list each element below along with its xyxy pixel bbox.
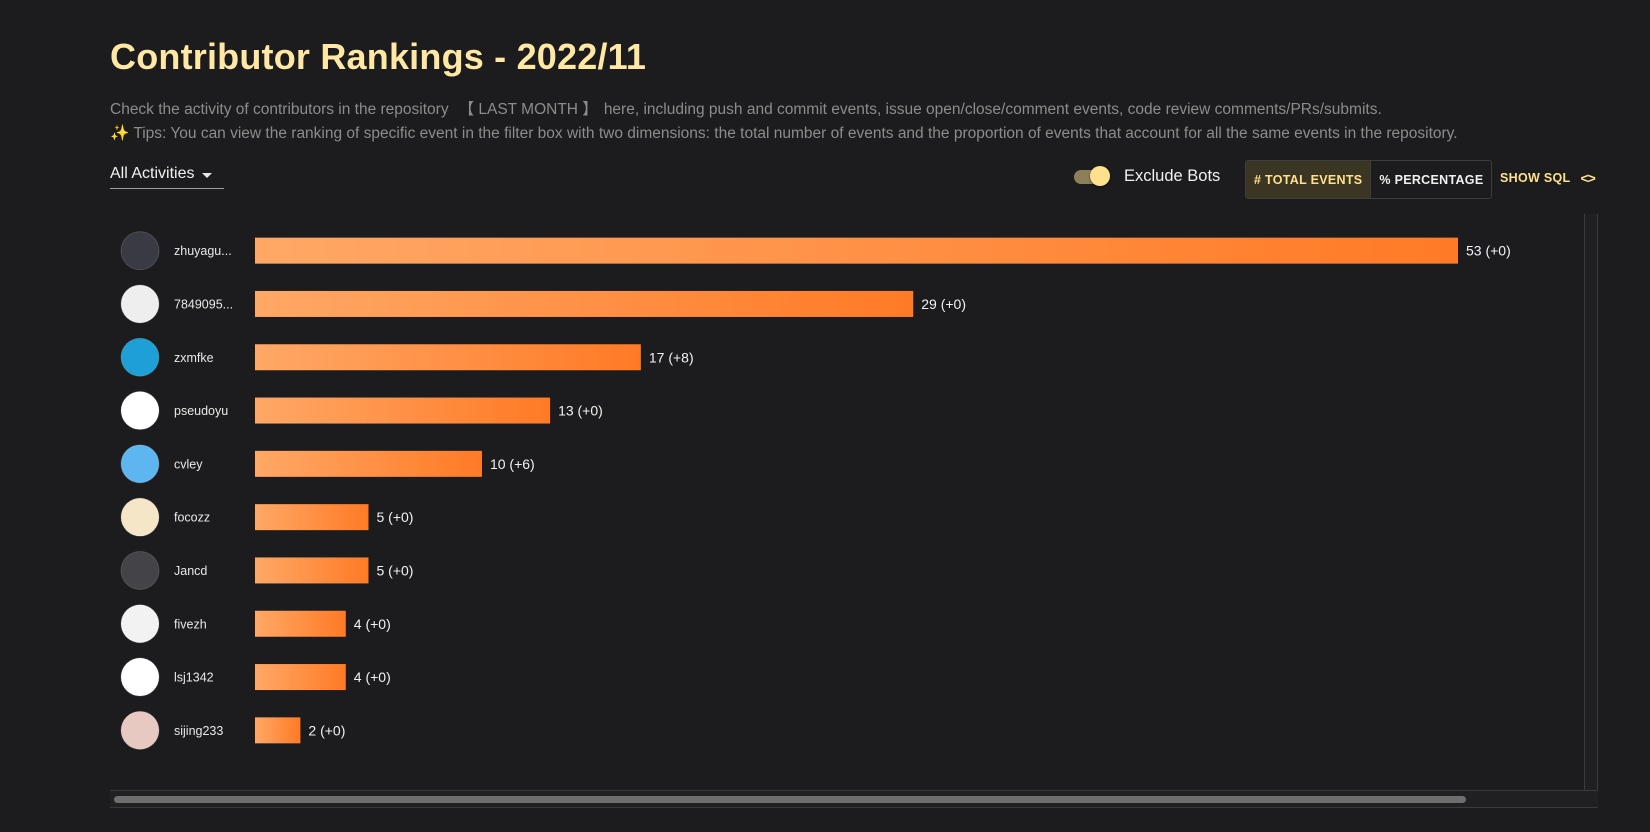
contributor-name[interactable]: cvley: [174, 457, 203, 471]
avatar[interactable]: [121, 551, 159, 590]
chart-row: sijing233 2 (+0): [120, 710, 345, 750]
exclude-bots-toggle[interactable]: [1072, 166, 1110, 186]
chart-row: lsj1342 4 (+0): [120, 657, 391, 697]
bar: [255, 504, 369, 531]
total-events-button[interactable]: # TOTAL EVENTS: [1246, 161, 1371, 198]
description-before: Check the activity of contributors in th…: [110, 101, 449, 118]
avatar[interactable]: [121, 604, 159, 643]
contributor-name[interactable]: sijing233: [174, 724, 223, 738]
vertical-scrollbar[interactable]: [1584, 214, 1598, 808]
tips-line: ✨ Tips: You can view the ranking of speci…: [110, 122, 1458, 146]
metric-mode-group: # TOTAL EVENTS % PERCENTAGE: [1245, 160, 1493, 199]
bar: [255, 344, 641, 371]
bar: [255, 557, 369, 584]
chart-row: focozz 5 (+0): [120, 497, 413, 537]
show-sql-button[interactable]: SHOW SQL <>: [1500, 170, 1596, 186]
avatar[interactable]: [121, 338, 159, 377]
avatar-ring: [120, 391, 160, 431]
chart-row: 7849095... 29 (+0): [120, 284, 966, 324]
bar: [255, 397, 551, 424]
show-sql-label: SHOW SQL: [1500, 171, 1571, 185]
activity-filter-select[interactable]: All Activities: [110, 160, 224, 189]
avatar-ring: [120, 710, 160, 750]
period-label: 【 LAST MONTH 】: [458, 101, 598, 118]
avatar[interactable]: [121, 391, 159, 430]
avatar[interactable]: [121, 444, 159, 483]
avatar-ring: [120, 497, 160, 537]
description-line: Check the activity of contributors in th…: [110, 98, 1458, 122]
segment-divider: [1370, 161, 1372, 198]
contributor-name[interactable]: pseudoyu: [174, 404, 228, 418]
sparkles-icon: ✨: [110, 125, 130, 142]
chart-row: zhuyagu... 53 (+0): [120, 231, 1511, 271]
data-label: 53 (+0): [1466, 243, 1511, 259]
caret-down-icon: [202, 172, 213, 178]
bar: [255, 237, 1458, 264]
data-label: 13 (+0): [558, 403, 603, 419]
ranking-bar-chart: zhuyagu... 53 (+0) 7849095... 29 (+0) zxmfke…: [120, 231, 1511, 750]
contributor-name[interactable]: zhuyagu...: [174, 244, 232, 258]
chart-row: pseudoyu 13 (+0): [120, 391, 603, 431]
bar: [255, 450, 482, 477]
bar: [255, 290, 914, 317]
toggle-knob: [1090, 166, 1110, 186]
bar: [255, 717, 301, 744]
avatar[interactable]: [121, 284, 159, 323]
contributor-name[interactable]: focozz: [174, 511, 210, 525]
chart-row: zxmfke 17 (+8): [120, 337, 694, 377]
avatar-ring: [120, 604, 160, 644]
avatar-ring: [120, 444, 160, 484]
contributor-name[interactable]: lsj1342: [174, 671, 214, 685]
bar: [255, 610, 346, 637]
horizontal-scrollbar-thumb[interactable]: [114, 796, 1466, 803]
data-label: 29 (+0): [921, 296, 966, 312]
avatar-ring: [120, 550, 160, 590]
data-label: 5 (+0): [376, 509, 413, 525]
data-label: 4 (+0): [354, 616, 391, 632]
chart-row: cvley 10 (+6): [120, 444, 535, 484]
code-icon: <>: [1580, 170, 1595, 186]
avatar-ring: [120, 231, 160, 271]
description: Check the activity of contributors in th…: [110, 98, 1458, 146]
chart-row: fivezh 4 (+0): [120, 604, 391, 644]
page-title: Contributor Rankings - 2022/11: [110, 36, 647, 77]
bar: [255, 664, 346, 691]
avatar-ring: [120, 284, 160, 324]
contributor-name[interactable]: zxmfke: [174, 351, 214, 365]
avatar-ring: [120, 337, 160, 377]
contributor-name[interactable]: Jancd: [174, 564, 207, 578]
avatar[interactable]: [121, 498, 159, 537]
data-label: 17 (+8): [649, 349, 694, 365]
contributor-name[interactable]: 7849095...: [174, 297, 233, 311]
percentage-button[interactable]: % PERCENTAGE: [1371, 161, 1491, 198]
avatar-ring: [120, 657, 160, 697]
data-label: 10 (+6): [490, 456, 535, 472]
contributor-name[interactable]: fivezh: [174, 617, 207, 631]
avatar[interactable]: [121, 231, 159, 270]
avatar[interactable]: [121, 711, 159, 750]
data-label: 4 (+0): [354, 669, 391, 685]
avatar[interactable]: [121, 658, 159, 697]
data-label: 5 (+0): [376, 562, 413, 578]
data-label: 2 (+0): [308, 722, 345, 738]
exclude-bots-control[interactable]: Exclude Bots: [1072, 166, 1220, 186]
description-after: here, including push and commit events, …: [603, 101, 1382, 118]
chart-container: zhuyagu... 53 (+0) 7849095... 29 (+0) zxmfke…: [110, 214, 1598, 808]
tips-text: Tips: You can view the ranking of specif…: [133, 125, 1458, 142]
activity-filter-value: All Activities: [110, 165, 195, 182]
exclude-bots-label: Exclude Bots: [1124, 166, 1221, 185]
chart-row: Jancd 5 (+0): [120, 550, 413, 590]
